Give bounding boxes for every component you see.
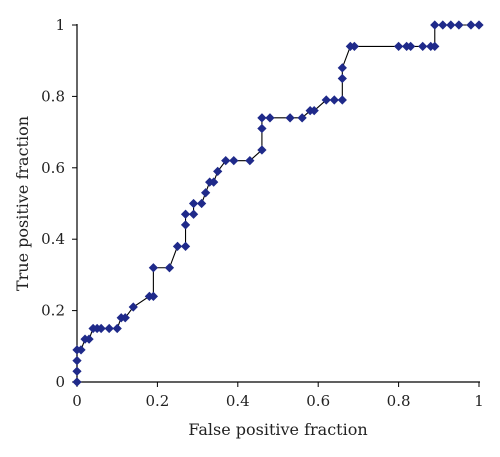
data-point	[454, 20, 464, 30]
data-point	[297, 113, 307, 123]
data-point	[257, 145, 267, 155]
data-point	[321, 95, 331, 105]
y-ticks: 0 0.2 0.4 0.6 0.8 1	[41, 16, 77, 391]
data-point	[128, 302, 138, 312]
y-tick-label: 0.2	[41, 302, 65, 320]
data-point	[196, 198, 207, 209]
data-point	[229, 156, 239, 166]
data-point	[329, 95, 339, 105]
data-point	[72, 355, 82, 366]
data-point	[213, 166, 223, 176]
data-point	[438, 20, 448, 30]
x-ticks: 0 0.2 0.4 0.6 0.8 1	[72, 382, 484, 410]
data-point	[120, 313, 130, 323]
data-point	[337, 73, 347, 84]
data-point	[72, 366, 82, 376]
data-point	[446, 20, 456, 30]
data-point	[104, 323, 114, 334]
y-tick-label: 1	[55, 16, 65, 34]
data-point	[418, 41, 428, 52]
series-line	[76, 24, 479, 382]
y-tick-label: 0.4	[41, 230, 65, 248]
data-point	[406, 41, 416, 52]
data-point	[337, 95, 347, 105]
x-tick-label: 0.8	[387, 392, 411, 410]
x-axis-title: False positive fraction	[188, 420, 367, 439]
series-layer	[72, 20, 484, 387]
y-tick-label: 0	[55, 373, 65, 391]
data-point	[209, 177, 219, 187]
data-point	[112, 323, 122, 334]
data-point	[221, 156, 231, 166]
data-point	[257, 123, 267, 134]
data-point	[188, 198, 199, 209]
data-point	[349, 41, 360, 52]
y-tick-label: 0.8	[41, 87, 65, 105]
data-point	[188, 209, 199, 219]
data-point	[148, 291, 159, 301]
y-tick-label: 0.6	[41, 159, 65, 177]
data-point	[180, 241, 191, 251]
data-point	[72, 377, 82, 387]
data-point	[393, 41, 404, 52]
data-point	[265, 113, 275, 123]
x-tick-label: 0.6	[306, 392, 330, 410]
data-point	[257, 113, 267, 123]
data-point	[337, 63, 347, 73]
data-point	[309, 106, 319, 116]
data-point	[430, 41, 440, 52]
data-point	[172, 241, 183, 251]
data-point	[164, 263, 175, 273]
x-tick-label: 0.4	[226, 392, 250, 410]
x-tick-label: 0	[72, 392, 82, 410]
data-point	[474, 20, 484, 30]
data-point	[285, 113, 295, 123]
data-point	[466, 20, 476, 30]
data-point	[180, 209, 191, 219]
data-point	[84, 334, 94, 344]
data-point	[148, 263, 159, 273]
y-axis-title: True positive fraction	[13, 116, 32, 291]
x-tick-label: 0.2	[145, 392, 169, 410]
data-point	[180, 220, 191, 230]
data-point	[430, 20, 440, 30]
data-point	[96, 323, 106, 334]
data-point	[245, 156, 255, 166]
data-point	[201, 188, 211, 198]
axes	[76, 24, 480, 383]
data-point	[76, 345, 86, 355]
x-tick-label: 1	[474, 392, 484, 410]
